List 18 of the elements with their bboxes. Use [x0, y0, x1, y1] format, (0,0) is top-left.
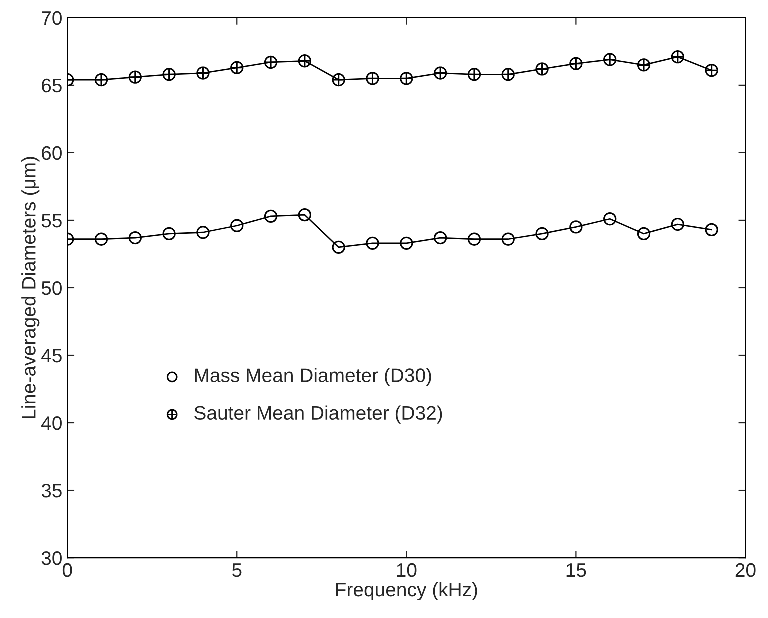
y-axis-title: Line-averaged Diameters (μm): [22, 157, 40, 418]
y-tick-label: 35: [42, 484, 62, 498]
y-tick-label: 70: [42, 11, 62, 26]
y-tick-label: 65: [42, 78, 62, 93]
y-tick-label: 55: [42, 214, 62, 228]
x-tick-label: 15: [566, 564, 586, 578]
y-tick-label: 50: [42, 281, 62, 296]
x-axis-title: Frequency (kHz): [336, 582, 478, 601]
x-tick-label: 5: [232, 564, 242, 578]
y-tick-label: 60: [42, 146, 62, 160]
y-tick-label: 30: [42, 552, 62, 566]
x-tick-label: 20: [736, 563, 756, 578]
x-tick-label: 10: [397, 563, 417, 578]
legend-label: Sauter Mean Diameter (D32): [194, 406, 442, 424]
x-tick-label: 0: [62, 563, 72, 578]
y-tick-label: 40: [42, 416, 62, 430]
y-tick-label: 45: [42, 349, 62, 363]
legend-label: Mass Mean Diameter (D30): [195, 368, 432, 386]
